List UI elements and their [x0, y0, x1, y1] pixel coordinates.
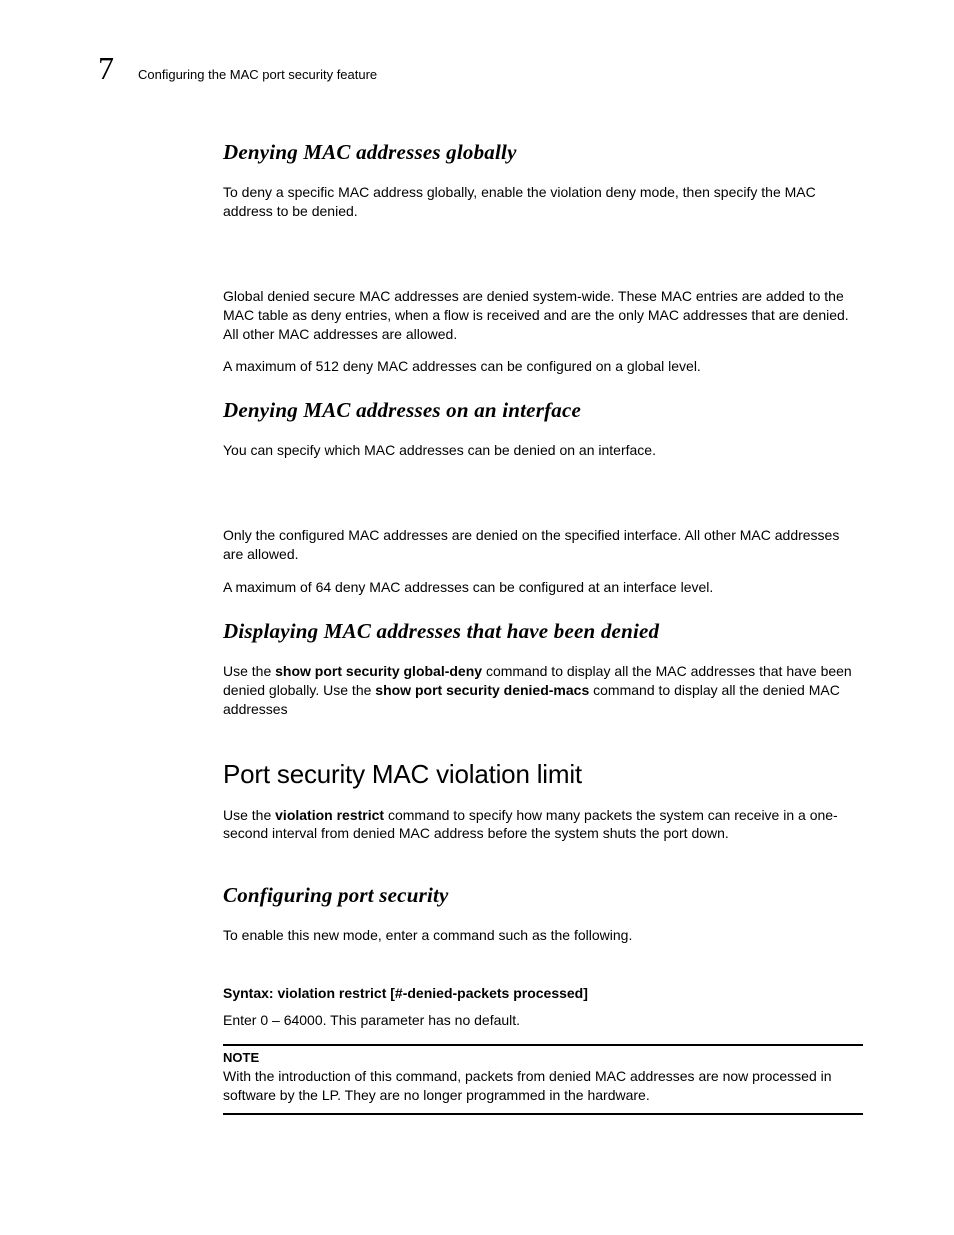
- note-label: NOTE: [223, 1050, 863, 1065]
- paragraph: Enter 0 – 64000. This parameter has no d…: [223, 1011, 863, 1030]
- heading-deny-global: Denying MAC addresses globally: [223, 140, 863, 165]
- paragraph: A maximum of 64 deny MAC addresses can b…: [223, 578, 863, 597]
- paragraph: Use the show port security global-deny c…: [223, 662, 863, 719]
- paragraph: Global denied secure MAC addresses are d…: [223, 287, 863, 344]
- command-text: show port security denied-macs: [375, 682, 589, 698]
- command-text: violation restrict: [275, 807, 384, 823]
- spacer: [223, 611, 863, 619]
- text: Use the: [223, 663, 275, 679]
- running-title: Configuring the MAC port security featur…: [138, 67, 377, 82]
- page: 7 Configuring the MAC port security feat…: [0, 0, 954, 1235]
- paragraph: Use the violation restrict command to sp…: [223, 806, 863, 844]
- paragraph: Only the configured MAC addresses are de…: [223, 526, 863, 564]
- spacer: [223, 390, 863, 398]
- chapter-number: 7: [98, 50, 114, 87]
- note-body: With the introduction of this command, p…: [223, 1067, 863, 1105]
- heading-config-port-security: Configuring port security: [223, 883, 863, 908]
- heading-display-denied: Displaying MAC addresses that have been …: [223, 619, 863, 644]
- heading-violation-limit: Port security MAC violation limit: [223, 759, 863, 790]
- spacer: [223, 857, 863, 883]
- heading-deny-interface: Denying MAC addresses on an interface: [223, 398, 863, 423]
- content-column: Denying MAC addresses globally To deny a…: [223, 140, 863, 1115]
- paragraph: A maximum of 512 deny MAC addresses can …: [223, 357, 863, 376]
- note-divider-bottom: [223, 1113, 863, 1115]
- spacer: [223, 474, 863, 526]
- spacer: [223, 733, 863, 759]
- syntax-line: Syntax: violation restrict [#-denied-pac…: [223, 985, 863, 1001]
- paragraph: To deny a specific MAC address globally,…: [223, 183, 863, 221]
- spacer: [223, 959, 863, 985]
- text: Use the: [223, 807, 275, 823]
- paragraph: To enable this new mode, enter a command…: [223, 926, 863, 945]
- paragraph: You can specify which MAC addresses can …: [223, 441, 863, 460]
- command-text: show port security global-deny: [275, 663, 482, 679]
- spacer: [223, 235, 863, 287]
- note-divider-top: [223, 1044, 863, 1046]
